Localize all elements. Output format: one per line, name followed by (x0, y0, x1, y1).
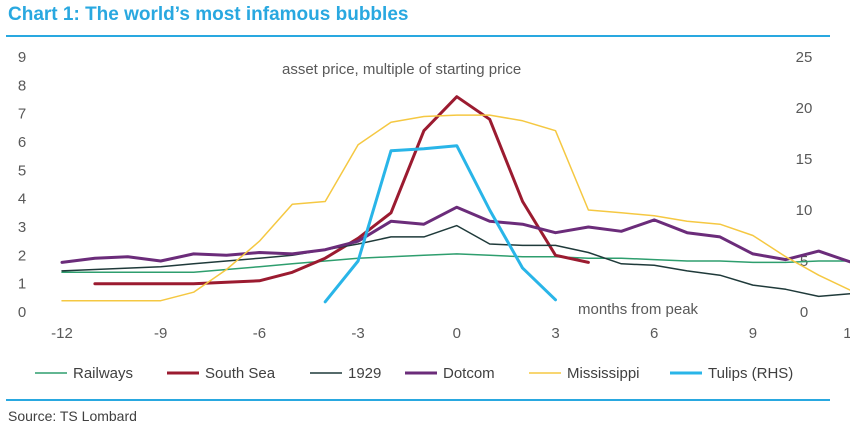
y-axis-left: 0 1 2 3 4 5 6 7 8 9 (18, 49, 26, 321)
legend-label: Dotcom (443, 365, 495, 382)
y-axis-label: asset price, multiple of starting price (282, 61, 521, 78)
legend-label: Tulips (RHS) (708, 365, 793, 382)
y-tick-left: 9 (18, 49, 26, 66)
title-rule (6, 35, 830, 37)
series-line-tulips-rhs (323, 144, 557, 304)
x-tick: 12 (843, 325, 850, 342)
legend-item: Dotcom (405, 365, 495, 382)
x-tick: -3 (351, 325, 364, 342)
x-tick: 3 (551, 325, 559, 342)
y-tick-left: 5 (18, 162, 26, 179)
legend-label: 1929 (348, 365, 381, 382)
y-tick-left: 0 (18, 304, 26, 321)
y-tick-right: 15 (796, 151, 813, 168)
x-tick: 6 (650, 325, 658, 342)
legend-item: Tulips (RHS) (670, 365, 793, 382)
legend: Railways South Sea 1929 Dotcom Mississippi Tu… (35, 365, 793, 382)
source-rule (6, 399, 830, 401)
legend-label: South Sea (205, 365, 276, 382)
series-line-railways (61, 253, 850, 274)
x-tick: -12 (51, 325, 73, 342)
source-note: Source: TS Lombard (8, 408, 137, 424)
series-lines (60, 95, 850, 304)
y-tick-left: 3 (18, 219, 26, 236)
series-line-dotcom (60, 205, 850, 264)
x-tick: -6 (253, 325, 266, 342)
series-line-mississippi (61, 114, 850, 302)
y-tick-right: 10 (796, 202, 813, 219)
y-tick-right: 0 (800, 304, 808, 321)
x-axis: -12-9-6-3036912151821242730 (51, 325, 850, 342)
x-tick: 0 (453, 325, 461, 342)
y-tick-left: 7 (18, 106, 26, 123)
legend-item: 1929 (310, 365, 381, 382)
series-line-1929 (61, 224, 850, 298)
x-tick: -9 (154, 325, 167, 342)
x-tick: 9 (749, 325, 757, 342)
legend-label: Railways (73, 365, 133, 382)
y-tick-left: 6 (18, 134, 26, 151)
legend-item: Railways (35, 365, 133, 382)
y-tick-left: 1 (18, 276, 26, 293)
y-tick-left: 2 (18, 247, 26, 264)
x-axis-label: months from peak (578, 301, 699, 318)
legend-label: Mississippi (567, 365, 640, 382)
legend-item: South Sea (167, 365, 276, 382)
y-tick-right: 20 (796, 100, 813, 117)
y-tick-left: 8 (18, 77, 26, 94)
legend-item: Mississippi (529, 365, 640, 382)
y-tick-right: 25 (796, 49, 813, 66)
series-line-south-sea (93, 95, 590, 286)
chart-title: Chart 1: The world’s most infamous bubbl… (8, 4, 409, 25)
y-tick-left: 4 (18, 191, 26, 208)
